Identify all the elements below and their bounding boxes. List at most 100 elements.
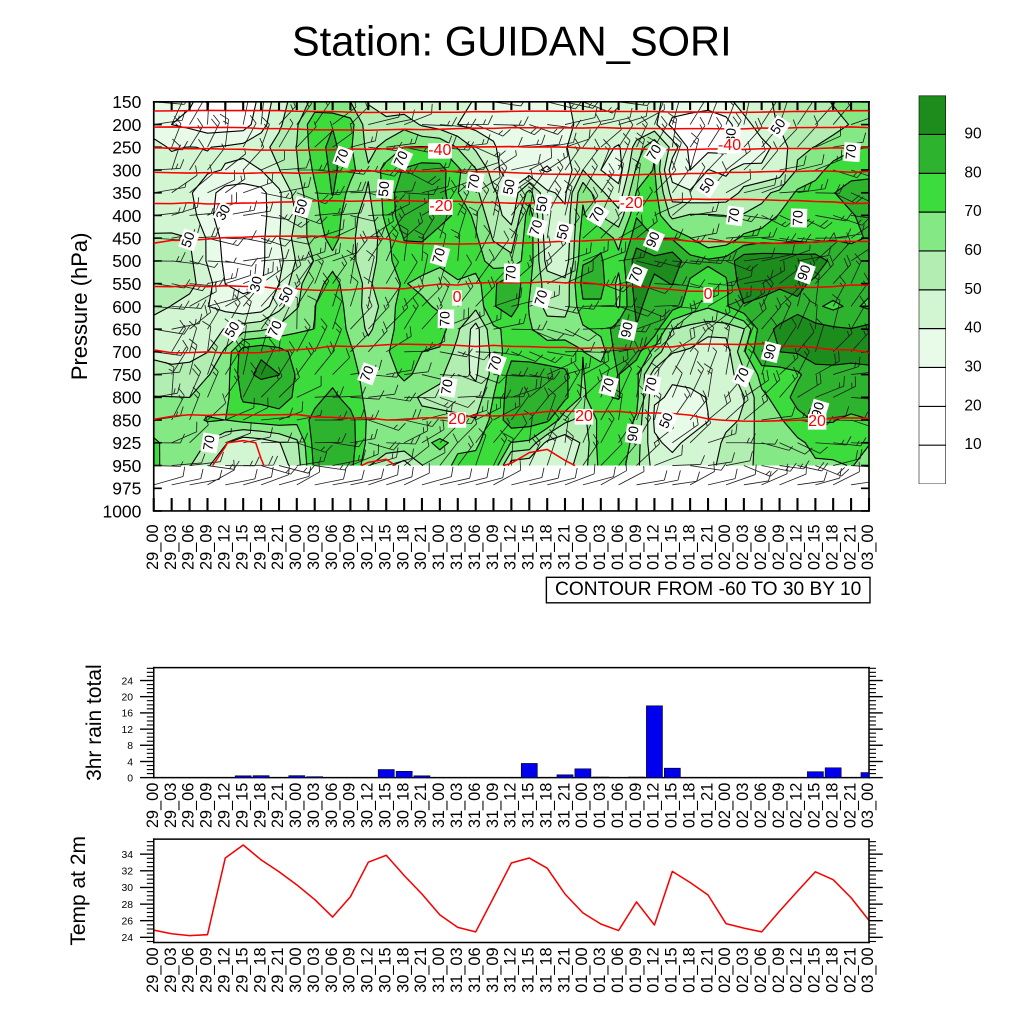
svg-text:70: 70 — [586, 203, 608, 225]
svg-text:50: 50 — [499, 177, 518, 195]
svg-text:70: 70 — [485, 353, 505, 373]
svg-text:01_09: 01_09 — [627, 783, 645, 829]
svg-text:70: 70 — [842, 143, 859, 160]
svg-text:29_06: 29_06 — [180, 524, 198, 570]
svg-text:800: 800 — [112, 388, 141, 408]
svg-text:30_21: 30_21 — [412, 783, 430, 829]
svg-text:50: 50 — [275, 284, 296, 305]
svg-text:1000: 1000 — [102, 501, 141, 521]
svg-text:0: 0 — [453, 289, 462, 306]
svg-text:02_03: 02_03 — [734, 524, 752, 570]
svg-text:01_03: 01_03 — [591, 947, 609, 993]
svg-text:Station: GUIDAN_SORI: Station: GUIDAN_SORI — [292, 18, 732, 65]
svg-text:700: 700 — [112, 342, 141, 362]
svg-text:70: 70 — [199, 434, 217, 452]
svg-text:70: 70 — [731, 365, 752, 386]
svg-text:950: 950 — [112, 456, 141, 476]
svg-text:70: 70 — [356, 363, 377, 383]
svg-text:90: 90 — [794, 262, 814, 282]
svg-text:29_18: 29_18 — [251, 524, 269, 570]
svg-text:28: 28 — [121, 900, 133, 911]
svg-text:01_09: 01_09 — [627, 524, 645, 570]
svg-text:29_09: 29_09 — [198, 783, 216, 829]
svg-text:70: 70 — [789, 210, 805, 226]
svg-text:500: 500 — [112, 251, 141, 271]
svg-text:01_06: 01_06 — [609, 524, 627, 570]
svg-text:30_09: 30_09 — [341, 947, 359, 993]
svg-text:50: 50 — [375, 180, 392, 197]
svg-text:600: 600 — [112, 297, 141, 317]
svg-text:01_18: 01_18 — [680, 947, 698, 993]
svg-text:70: 70 — [531, 288, 551, 308]
svg-text:02_06: 02_06 — [752, 524, 770, 570]
svg-text:30_15: 30_15 — [376, 947, 394, 993]
svg-text:0: 0 — [704, 286, 713, 303]
svg-text:31_09: 31_09 — [484, 524, 502, 570]
svg-text:29_00: 29_00 — [144, 947, 162, 993]
svg-text:70: 70 — [641, 376, 659, 394]
svg-text:24: 24 — [121, 676, 133, 687]
svg-text:30_06: 30_06 — [323, 524, 341, 570]
svg-text:24: 24 — [121, 933, 133, 944]
svg-text:31_06: 31_06 — [466, 524, 484, 570]
svg-text:31_12: 31_12 — [502, 947, 520, 993]
svg-text:31_06: 31_06 — [466, 947, 484, 993]
svg-text:32: 32 — [121, 867, 133, 878]
svg-text:50: 50 — [696, 174, 718, 196]
svg-text:02_09: 02_09 — [770, 783, 788, 829]
svg-text:01_12: 01_12 — [645, 783, 663, 829]
svg-text:CONTOUR FROM -60 TO 30 BY 10: CONTOUR FROM -60 TO 30 BY 10 — [555, 579, 861, 600]
svg-text:03_00: 03_00 — [859, 783, 877, 829]
svg-text:750: 750 — [112, 365, 141, 385]
svg-text:90: 90 — [624, 425, 642, 443]
svg-text:400: 400 — [112, 206, 141, 226]
svg-text:20: 20 — [808, 413, 826, 430]
svg-text:70: 70 — [502, 265, 518, 281]
svg-text:31_21: 31_21 — [555, 783, 573, 829]
svg-text:29_03: 29_03 — [162, 947, 180, 993]
svg-text:03_00: 03_00 — [859, 947, 877, 993]
svg-text:29_21: 29_21 — [269, 947, 287, 993]
svg-text:30_12: 30_12 — [359, 783, 377, 829]
svg-text:90: 90 — [642, 229, 663, 250]
svg-text:01_15: 01_15 — [663, 947, 681, 993]
svg-text:31_15: 31_15 — [519, 783, 537, 829]
svg-text:31_00: 31_00 — [430, 783, 448, 829]
svg-text:31_18: 31_18 — [537, 524, 555, 570]
svg-text:31_12: 31_12 — [502, 524, 520, 570]
svg-text:30_00: 30_00 — [287, 947, 305, 993]
svg-text:02_03: 02_03 — [734, 947, 752, 993]
svg-text:70: 70 — [964, 203, 982, 220]
svg-text:29_09: 29_09 — [198, 524, 216, 570]
svg-text:02_21: 02_21 — [841, 783, 859, 829]
svg-text:16: 16 — [121, 709, 133, 720]
svg-text:50: 50 — [178, 229, 198, 249]
svg-text:29_12: 29_12 — [216, 524, 234, 570]
svg-text:31_09: 31_09 — [484, 783, 502, 829]
svg-text:02_00: 02_00 — [716, 947, 734, 993]
svg-text:30_00: 30_00 — [287, 524, 305, 570]
svg-text:01_00: 01_00 — [573, 524, 591, 570]
svg-text:01_03: 01_03 — [591, 783, 609, 829]
svg-text:30_03: 30_03 — [305, 947, 323, 993]
svg-text:50: 50 — [533, 195, 551, 213]
svg-text:30_21: 30_21 — [412, 947, 430, 993]
svg-text:26: 26 — [121, 917, 133, 928]
svg-text:30_03: 30_03 — [305, 524, 323, 570]
svg-text:31_21: 31_21 — [555, 524, 573, 570]
svg-text:70: 70 — [598, 376, 617, 395]
svg-text:70: 70 — [526, 217, 546, 237]
svg-text:31_03: 31_03 — [448, 947, 466, 993]
svg-text:01_12: 01_12 — [645, 947, 663, 993]
svg-text:70: 70 — [464, 173, 483, 191]
svg-text:02_15: 02_15 — [806, 524, 824, 570]
svg-text:01_21: 01_21 — [698, 783, 716, 829]
svg-text:02_15: 02_15 — [806, 783, 824, 829]
svg-text:50: 50 — [221, 318, 243, 340]
svg-text:-40: -40 — [428, 142, 451, 159]
svg-text:30_00: 30_00 — [287, 783, 305, 829]
svg-text:02_21: 02_21 — [841, 524, 859, 570]
svg-text:50: 50 — [291, 197, 311, 216]
svg-text:30: 30 — [121, 883, 133, 894]
svg-text:70: 70 — [436, 311, 452, 327]
